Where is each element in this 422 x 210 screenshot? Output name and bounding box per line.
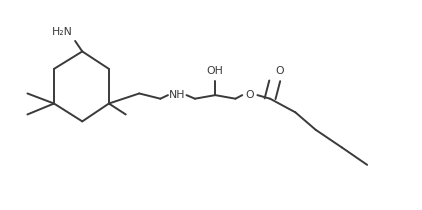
Text: NH: NH bbox=[169, 90, 186, 100]
Text: OH: OH bbox=[207, 66, 224, 76]
Text: H₂N: H₂N bbox=[52, 27, 73, 37]
Text: O: O bbox=[276, 66, 284, 76]
Text: O: O bbox=[246, 90, 254, 100]
